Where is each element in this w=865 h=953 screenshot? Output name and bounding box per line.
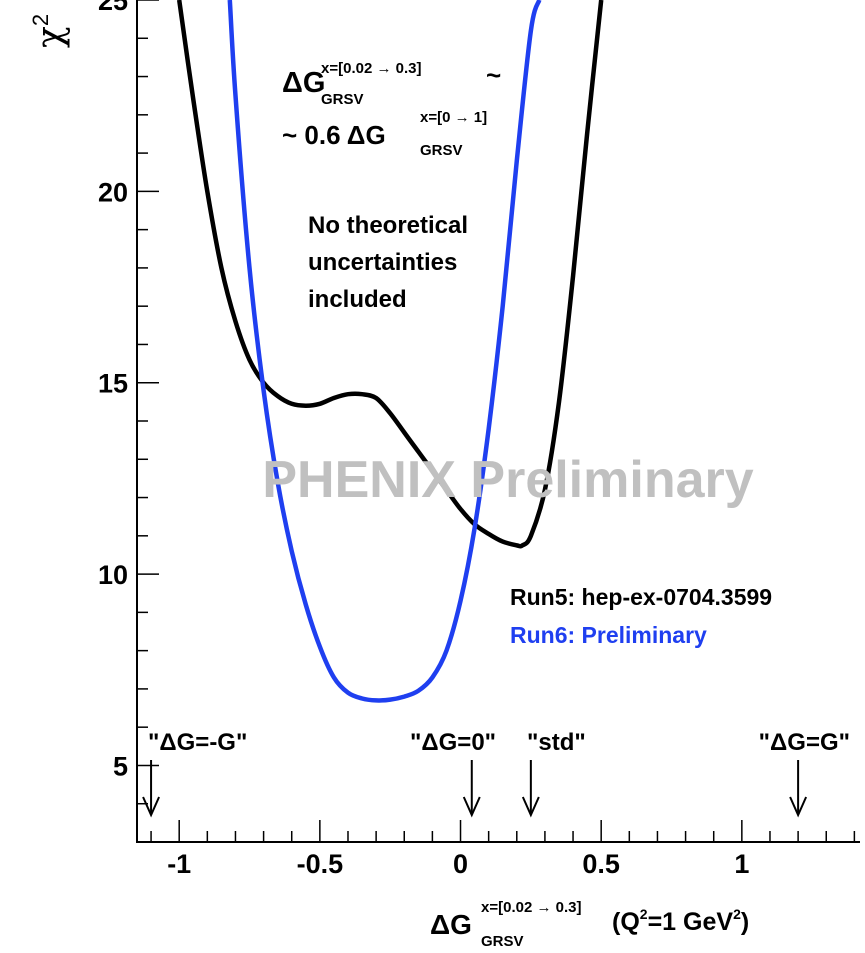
x-axis-label-tail2: =1 GeV (648, 908, 734, 936)
x-axis-label-tail: (Q2=1 GeV2) (612, 906, 749, 936)
arrow-label: "ΔG=G" (759, 729, 850, 756)
x-axis-label-tail3: ) (741, 908, 749, 936)
x-axis-label-tail1: (Q (612, 908, 640, 936)
formula-l2-lead: ~ 0.6 ΔG (282, 120, 386, 150)
curves (176, 0, 604, 703)
y-axis-label-main: χ (30, 26, 71, 48)
arrow-label: "std" (527, 729, 586, 756)
legend-run6: Run6: Preliminary (510, 622, 707, 648)
arrow-head (789, 796, 808, 818)
note-line-3: included (308, 286, 407, 313)
arrow-label: "ΔG=0" (410, 729, 496, 756)
arrow-head (142, 796, 160, 818)
formula-l2-sub: GRSV (420, 142, 463, 159)
legend-run5: Run5: hep-ex-0704.3599 (510, 584, 772, 610)
x-tick-label: 0 (453, 849, 468, 879)
x-axis-label-tail-sup2: 2 (733, 906, 741, 922)
note-line-1: No theoretical (308, 212, 468, 239)
x-tick-label: 1 (734, 849, 749, 879)
arrow-head (521, 796, 540, 818)
arrow-label: "ΔG=-G" (148, 729, 247, 756)
x-axis-label-sup: x=[0.02 → 0.3] (481, 899, 581, 916)
formula-l2-sup: x=[0 → 1] (420, 109, 487, 126)
y-axis-label: χ2 (28, 14, 71, 48)
note-line-2: uncertainties (308, 249, 457, 276)
series-run6-line (227, 0, 542, 703)
formula-line-1: ΔG (282, 67, 325, 99)
reference-arrows: "ΔG=-G" "ΔG=0" "std" "ΔG=G" (142, 729, 850, 818)
formula-l1-main: ΔG (282, 67, 325, 99)
formula-l1-sub: GRSV (321, 91, 364, 108)
y-axis-label-sup: 2 (28, 14, 53, 26)
x-tick-label: 0.5 (582, 849, 620, 879)
formula-l1-tail: ~ (486, 60, 501, 90)
y-tick-label: 5 (113, 751, 128, 781)
series-run5-line (176, 0, 604, 549)
y-tick-label: 25 (98, 0, 128, 16)
x-tick-label: -0.5 (297, 849, 344, 879)
y-tick-label: 15 (98, 369, 128, 399)
formula-l1-sup: x=[0.02 → 0.3] (321, 60, 421, 77)
x-tick-label: -1 (167, 849, 191, 879)
x-axis-label-main: ΔG (430, 909, 472, 940)
x-axis-label-sub: GRSV (481, 933, 524, 950)
arrow-head (462, 796, 481, 818)
y-tick-label: 10 (98, 560, 128, 590)
y-tick-label: 20 (98, 177, 128, 207)
watermark: PHENIX Preliminary (262, 451, 753, 509)
x-axis-label-tail-sup: 2 (640, 906, 648, 922)
